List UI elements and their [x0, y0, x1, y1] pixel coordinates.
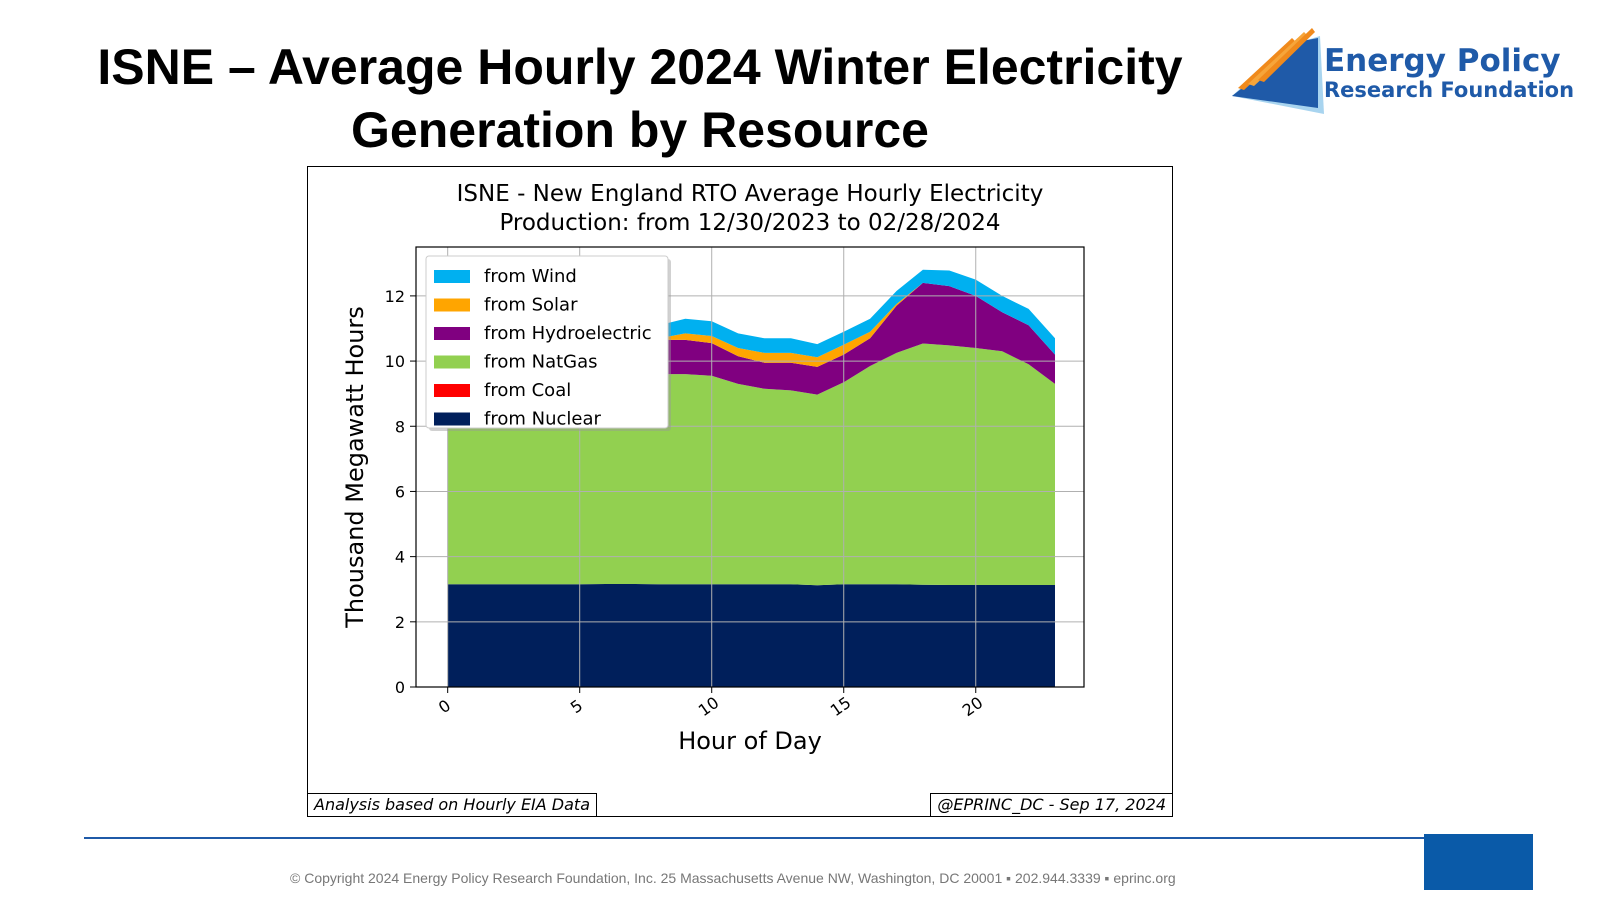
- analysis-note: Analysis based on Hourly EIA Data: [307, 793, 598, 817]
- y-tick-label: 2: [395, 613, 405, 632]
- slide-title-line-1: ISNE – Average Hourly 2024 Winter Electr…: [97, 39, 1183, 95]
- legend-swatch: [434, 298, 470, 312]
- stacked-area-chart: ISNE - New England RTO Average Hourly El…: [341, 181, 1085, 755]
- logo-line-2: Research Foundation: [1324, 78, 1575, 102]
- x-axis-label: Hour of Day: [678, 727, 822, 755]
- x-tick-label: 10: [695, 693, 723, 720]
- chart-title-line-2: Production: from 12/30/2023 to 02/28/202…: [499, 210, 1000, 236]
- footer-divider: [84, 837, 1532, 839]
- legend-label: from Wind: [484, 266, 577, 287]
- legend-swatch: [434, 384, 470, 397]
- slide-title-line-2: Generation by Resource: [351, 102, 929, 158]
- legend-swatch: [434, 327, 470, 340]
- area-from-solar: [447, 282, 1055, 373]
- y-tick-label: 12: [385, 287, 405, 306]
- chart-title-line-1: ISNE - New England RTO Average Hourly El…: [457, 181, 1044, 207]
- x-tick-label: 20: [959, 693, 987, 720]
- footer-accent-box: [1424, 834, 1533, 890]
- legend-swatch: [434, 270, 470, 283]
- y-tick-label: 0: [395, 678, 405, 697]
- y-tick-label: 8: [395, 417, 405, 436]
- legend: from Wind from Solar from Hydroelectric fro…: [425, 255, 671, 431]
- legend-label: from Solar: [484, 295, 578, 316]
- y-tick-label: 10: [385, 352, 405, 371]
- legend-label: from Hydroelectric: [484, 323, 652, 344]
- legend-label: from Nuclear: [484, 409, 601, 430]
- footer-copyright: © Copyright 2024 Energy Policy Research …: [290, 870, 1176, 886]
- legend-label: from Coal: [484, 380, 571, 401]
- attribution-note: @EPRINC_DC - Sep 17, 2024: [930, 793, 1173, 817]
- y-axis-label: Thousand Megawatt Hours: [341, 306, 369, 629]
- legend-box: [425, 255, 669, 429]
- legend-label: from NatGas: [484, 352, 598, 373]
- legend-swatch: [434, 355, 470, 369]
- y-tick-label: 4: [395, 548, 405, 567]
- legend-swatch: [434, 412, 470, 426]
- logo-text: Energy Policy Research Foundation: [1324, 44, 1574, 103]
- y-tick-label: 6: [395, 482, 405, 501]
- x-tick-label: 15: [827, 693, 855, 720]
- eprinc-logo: Energy Policy Research Foundation: [1232, 26, 1592, 116]
- plot-area-border: [415, 246, 1085, 688]
- x-tick-label: 0: [435, 696, 454, 717]
- chart-frame: ISNE - New England RTO Average Hourly El…: [307, 166, 1173, 817]
- area-from-nuclear: [447, 584, 1055, 687]
- orange-blue-swoosh-logo-icon: [1232, 28, 1324, 114]
- logo-line-1: Energy Policy: [1324, 43, 1561, 79]
- slide-title: ISNE – Average Hourly 2024 Winter Electr…: [40, 36, 1240, 162]
- x-tick-label: 5: [567, 696, 586, 717]
